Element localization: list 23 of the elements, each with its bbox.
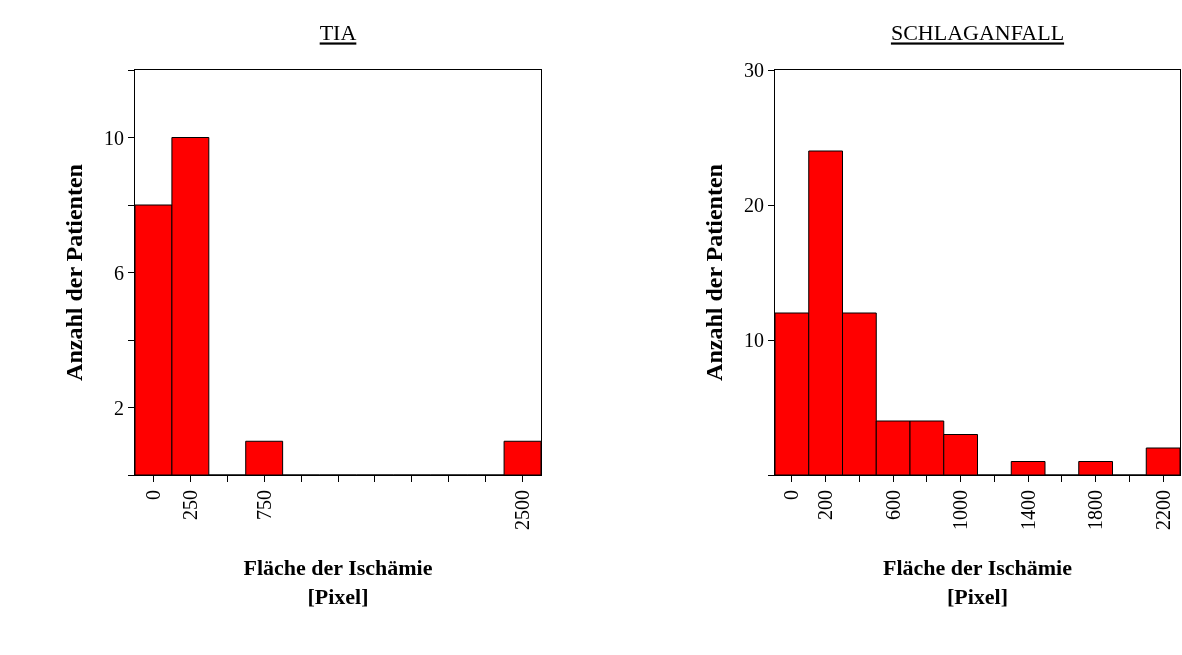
x-tick-label: 250: [178, 490, 201, 520]
chart-title: TIA: [319, 20, 357, 46]
x-axis-title: Fläche der Ischämie [Pixel]: [882, 554, 1073, 609]
y-tick-label: 10: [104, 126, 124, 149]
x-tick-label: 2500: [511, 490, 534, 530]
x-tick-label: 750: [252, 490, 275, 520]
x-tick-label: 1000: [949, 490, 972, 530]
x-tick-label: 0: [780, 490, 803, 500]
x-tick-label: 200: [814, 490, 837, 520]
y-axis-title: Anzahl der Patienten: [61, 164, 88, 381]
y-tick-label: 6: [114, 261, 124, 284]
x-tick-label: 0: [141, 490, 164, 500]
y-tick-label: 10: [744, 329, 764, 351]
x-tick-label: 2200: [1151, 490, 1174, 530]
x-tick-label: 1400: [1016, 490, 1039, 530]
y-tick-label: 30: [744, 59, 764, 81]
y-tick-label: 20: [744, 194, 764, 216]
chart-title: SCHLAGANFALL: [890, 20, 1065, 46]
x-tick-label: 1800: [1084, 490, 1107, 530]
y-axis-title: Anzahl der Patienten: [701, 164, 728, 381]
x-tick-label: 600: [881, 490, 904, 520]
x-axis-title: Fläche der Ischämie [Pixel]: [243, 554, 433, 609]
y-tick-label: 2: [114, 396, 124, 419]
